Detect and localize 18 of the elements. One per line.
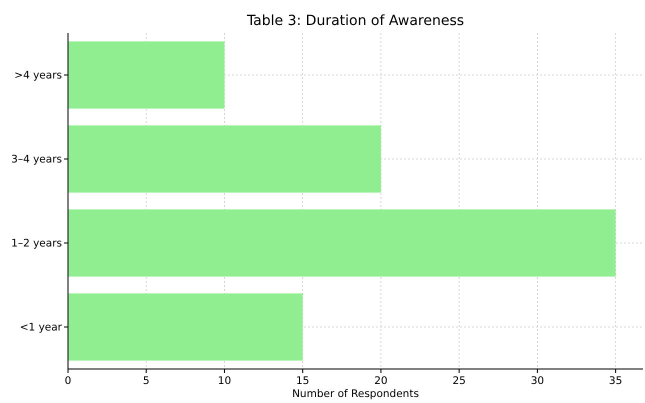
x-tick-label: 30 — [530, 375, 544, 387]
bar — [68, 293, 303, 361]
bar — [68, 41, 224, 109]
x-tick-label: 0 — [64, 375, 72, 387]
y-tick-label: 3–4 years — [11, 154, 62, 166]
x-tick-label: 5 — [142, 375, 150, 387]
y-tick-label: 1–2 years — [11, 238, 62, 250]
x-tick-label: 15 — [296, 375, 310, 387]
bar — [68, 209, 616, 277]
y-tick-label: <1 year — [20, 322, 63, 334]
y-tick-label: >4 years — [14, 70, 62, 82]
bar — [68, 125, 381, 193]
x-tick-label: 25 — [452, 375, 466, 387]
chart-title: Table 3: Duration of Awareness — [246, 13, 464, 29]
x-tick-label: 10 — [218, 375, 232, 387]
x-tick-label: 35 — [608, 375, 622, 387]
x-tick-label: 20 — [374, 375, 388, 387]
x-axis-title: Number of Respondents — [292, 388, 419, 400]
